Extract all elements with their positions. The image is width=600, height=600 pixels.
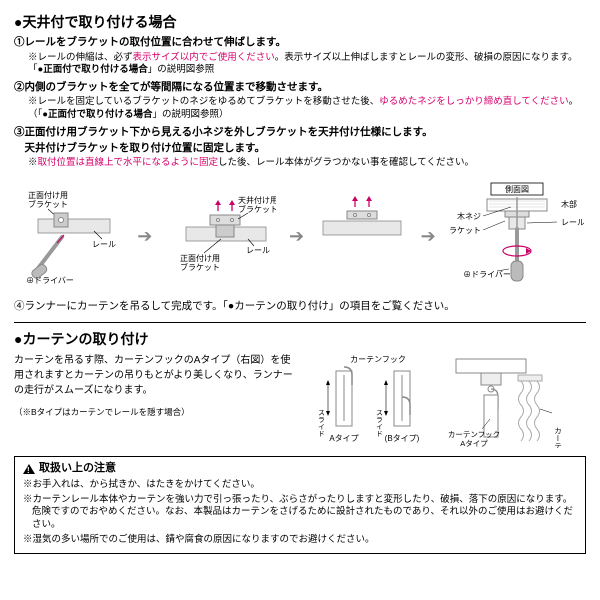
warning-icon: [23, 464, 35, 474]
curtain-diagrams: カーテンフック スライド Aタイプ スライド (Bタイプ): [306, 353, 586, 448]
svg-text:ブラケット: ブラケット: [238, 204, 276, 214]
caution-p3: ※湿気の多い場所でのご使用は、錆や腐食の原因になりますのでお避けください。: [32, 534, 577, 547]
step1: ①レールをブラケットの取付位置に合わせて伸ばします。: [14, 35, 586, 50]
svg-text:木部: 木部: [561, 199, 577, 209]
diagram-3: [317, 189, 407, 284]
svg-text:Aタイプ: Aタイプ: [460, 439, 488, 448]
svg-text:木ネジ: 木ネジ: [457, 211, 481, 221]
svg-text:ブラケット: ブラケット: [180, 262, 220, 272]
diagram-1: 正面付け用 ブラケット ⊕ドライバー レール: [24, 189, 124, 284]
svg-text:⊕ドライバー: ⊕ドライバー: [463, 270, 511, 279]
step4: ④ランナーにカーテンを吊るして完成です。「●カーテンの取り付け」の項目をご覧くだ…: [14, 299, 586, 314]
note2: ※レールを固定しているブラケットのネジをゆるめてブラケットを移動させた後、ゆるめ…: [28, 96, 586, 122]
svg-text:Aタイプ: Aタイプ: [329, 434, 358, 443]
section2-title: ●カーテンの取り付け: [14, 329, 586, 349]
svg-text:側面図: 側面図: [505, 184, 529, 194]
svg-text:カーテン: カーテン: [554, 426, 563, 447]
svg-text:カーテンフック: カーテンフック: [448, 430, 500, 439]
svg-text:ブラケット: ブラケット: [449, 225, 481, 235]
svg-text:(Bタイプ): (Bタイプ): [385, 434, 420, 443]
section1-title: ●天井付で取り付ける場合: [14, 12, 586, 32]
diagram-row: 正面付け用 ブラケット ⊕ドライバー レール ➔: [24, 176, 584, 296]
curtain-text2: （※Bタイプはカーテンでレールを隠す場合）: [14, 406, 294, 419]
svg-text:レール: レール: [561, 218, 584, 227]
diagram-2: 天井付け用 ブラケット 正面付け用 ブラケット レール: [166, 189, 276, 284]
step2: ②内側のブラケットを全てが等間隔になる位置まで移動させます。: [14, 80, 586, 95]
svg-text:正面付け用: 正面付け用: [180, 253, 220, 263]
curtain-block: カーテンを吊るす際、カーテンフックのAタイプ（右図）を使用されますとカーテンの吊…: [14, 353, 586, 448]
svg-text:カーテンフック: カーテンフック: [350, 355, 406, 364]
curtain-text1: カーテンを吊るす際、カーテンフックのAタイプ（右図）を使用されますとカーテンの吊…: [14, 353, 294, 398]
arrow-2: ➔: [288, 223, 305, 249]
svg-text:ブラケット: ブラケット: [28, 199, 68, 209]
svg-text:レール: レール: [246, 246, 270, 255]
divider: [14, 322, 586, 323]
note3: ※取付位置は直線上で水平になるように固定した後、レール本体がグラつかない事を確認…: [28, 157, 586, 170]
svg-text:スライド: スライド: [376, 409, 384, 437]
arrow-1: ➔: [136, 223, 153, 249]
caution-box: 取扱い上の注意 ※お手入れは、から拭きか、はたきをかけてください。 ※カーテンレ…: [14, 456, 586, 554]
step3b: 天井付けブラケットを取り付け位置に固定します。: [14, 141, 586, 156]
caution-p1: ※お手入れは、から拭きか、はたきをかけてください。: [32, 479, 577, 492]
svg-text:レール: レール: [92, 240, 116, 249]
svg-text:正面付け用: 正面付け用: [28, 190, 68, 200]
arrow-3: ➔: [420, 223, 437, 249]
note1: ※レールの伸縮は、必ず表示サイズ以内でご使用ください。表示サイズ以上伸ばしますと…: [28, 52, 586, 78]
svg-text:⊕ドライバー: ⊕ドライバー: [26, 276, 74, 284]
step3a: ③正面付け用ブラケット下から見える小ネジを外しブラケットを天井付け仕様にします。: [14, 125, 586, 140]
diagram-4: 側面図 木部 木ネジ ブラケット レール ⊕ドライバー: [449, 179, 584, 294]
svg-text:天井付け用: 天井付け用: [238, 195, 276, 205]
caution-p2: ※カーテンレール本体やカーテンを強い力で引っ張ったり、ぶらさがったりしますと変形…: [32, 494, 577, 532]
svg-text:スライド: スライド: [318, 409, 326, 437]
caution-title: 取扱い上の注意: [23, 461, 577, 477]
